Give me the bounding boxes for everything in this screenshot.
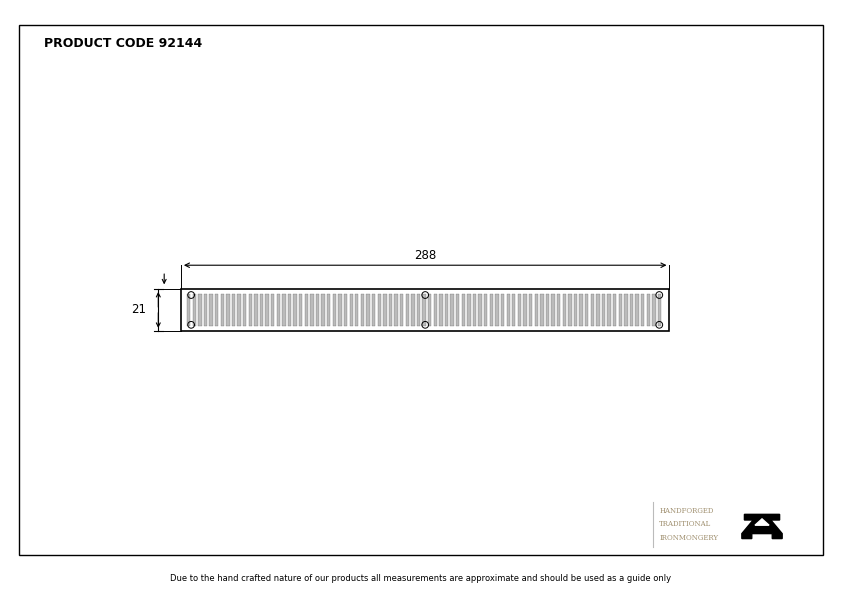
Bar bbox=[288, 294, 291, 326]
Bar bbox=[210, 294, 213, 326]
Bar bbox=[658, 294, 661, 326]
Bar bbox=[344, 294, 347, 326]
Bar bbox=[355, 294, 359, 326]
Bar bbox=[619, 294, 622, 326]
Bar bbox=[585, 294, 589, 326]
Bar bbox=[338, 294, 342, 326]
Bar bbox=[349, 294, 353, 326]
Bar bbox=[232, 294, 235, 326]
Bar bbox=[562, 294, 566, 326]
Bar bbox=[181, 289, 669, 331]
Text: TRADITIONAL: TRADITIONAL bbox=[659, 520, 711, 529]
Bar bbox=[237, 294, 241, 326]
Bar bbox=[377, 294, 381, 326]
Bar bbox=[260, 294, 264, 326]
Bar bbox=[198, 294, 201, 326]
Bar bbox=[507, 294, 510, 326]
Bar bbox=[400, 294, 403, 326]
Bar bbox=[613, 294, 616, 326]
Bar bbox=[221, 294, 224, 326]
Bar bbox=[322, 294, 325, 326]
Bar bbox=[428, 294, 431, 326]
Bar bbox=[541, 294, 544, 326]
Bar bbox=[327, 294, 330, 326]
Bar bbox=[440, 294, 443, 326]
Bar bbox=[552, 294, 555, 326]
Polygon shape bbox=[755, 519, 769, 525]
Bar bbox=[461, 294, 465, 326]
Text: PRODUCT CODE 92144: PRODUCT CODE 92144 bbox=[44, 37, 202, 50]
Bar bbox=[305, 294, 308, 326]
Bar bbox=[417, 294, 420, 326]
Bar bbox=[456, 294, 460, 326]
Bar bbox=[434, 294, 437, 326]
Polygon shape bbox=[742, 514, 782, 539]
Bar bbox=[450, 294, 454, 326]
Bar bbox=[282, 294, 285, 326]
Bar bbox=[204, 294, 207, 326]
Bar bbox=[366, 294, 370, 326]
Bar bbox=[573, 294, 577, 326]
Bar bbox=[271, 294, 274, 326]
Bar bbox=[383, 294, 386, 326]
Bar bbox=[394, 294, 397, 326]
Text: 288: 288 bbox=[414, 249, 436, 262]
Bar bbox=[226, 294, 230, 326]
Bar bbox=[316, 294, 319, 326]
Bar bbox=[596, 294, 600, 326]
Bar bbox=[445, 294, 448, 326]
Bar bbox=[467, 294, 471, 326]
Bar bbox=[478, 294, 482, 326]
Bar bbox=[423, 294, 426, 326]
Bar bbox=[254, 294, 258, 326]
Text: Due to the hand crafted nature of our products all measurements are approximate : Due to the hand crafted nature of our pr… bbox=[170, 574, 672, 583]
Bar bbox=[372, 294, 376, 326]
Bar bbox=[607, 294, 610, 326]
Bar bbox=[473, 294, 477, 326]
Bar bbox=[360, 294, 364, 326]
Bar bbox=[546, 294, 549, 326]
Bar bbox=[299, 294, 302, 326]
Bar bbox=[568, 294, 572, 326]
Bar bbox=[647, 294, 650, 326]
Bar bbox=[310, 294, 313, 326]
Bar bbox=[512, 294, 515, 326]
Bar bbox=[333, 294, 336, 326]
Bar bbox=[215, 294, 218, 326]
Bar bbox=[524, 294, 527, 326]
Bar bbox=[277, 294, 280, 326]
Text: 21: 21 bbox=[131, 303, 146, 316]
Bar bbox=[579, 294, 583, 326]
Bar bbox=[590, 294, 594, 326]
Bar bbox=[535, 294, 538, 326]
Bar bbox=[294, 294, 297, 326]
Bar bbox=[243, 294, 247, 326]
Bar bbox=[641, 294, 644, 326]
Bar bbox=[406, 294, 409, 326]
Bar bbox=[495, 294, 498, 326]
Bar bbox=[501, 294, 504, 326]
Bar bbox=[518, 294, 521, 326]
Bar bbox=[193, 294, 196, 326]
Bar bbox=[529, 294, 532, 326]
Bar bbox=[248, 294, 252, 326]
Bar bbox=[389, 294, 392, 326]
Bar bbox=[265, 294, 269, 326]
Bar bbox=[636, 294, 639, 326]
Bar bbox=[19, 25, 823, 555]
Bar bbox=[484, 294, 488, 326]
Bar bbox=[602, 294, 605, 326]
Bar bbox=[411, 294, 414, 326]
Bar bbox=[624, 294, 627, 326]
Text: IRONMONGERY: IRONMONGERY bbox=[659, 533, 718, 542]
Text: HANDFORGED: HANDFORGED bbox=[659, 507, 714, 516]
Bar bbox=[187, 294, 190, 326]
Bar bbox=[653, 294, 656, 326]
Bar bbox=[490, 294, 493, 326]
Bar bbox=[630, 294, 633, 326]
Bar bbox=[557, 294, 560, 326]
